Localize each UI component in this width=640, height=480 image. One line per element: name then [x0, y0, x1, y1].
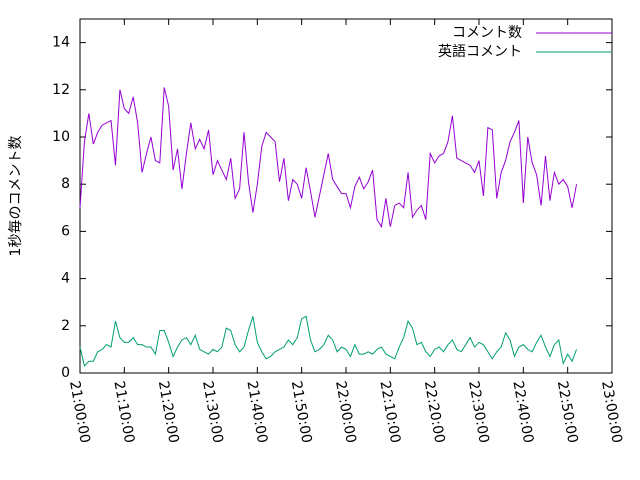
y-axis-label: 1秒毎のコメント数 — [8, 136, 24, 257]
x-tick-label: 22:30:00 — [465, 380, 492, 445]
y-tick-label: 0 — [61, 365, 70, 381]
x-tick-label: 21:20:00 — [155, 380, 182, 445]
legend-label: 英語コメント — [438, 43, 522, 60]
y-tick-label: 14 — [52, 35, 70, 51]
y-tick-label: 4 — [61, 271, 70, 287]
x-tick-label: 21:50:00 — [288, 380, 315, 445]
x-tick-label: 21:00:00 — [66, 380, 93, 445]
series-line — [79, 315, 578, 367]
x-tick-label: 22:40:00 — [509, 380, 536, 445]
y-tick-label: 6 — [61, 223, 70, 239]
x-tick-label: 21:10:00 — [110, 380, 137, 445]
x-tick-label: 21:40:00 — [243, 380, 270, 445]
x-tick-label: 22:10:00 — [376, 380, 403, 445]
legend-label: コメント数 — [452, 25, 522, 41]
series-line — [79, 87, 578, 229]
x-tick-label: 22:20:00 — [421, 380, 448, 445]
x-tick-label: 21:30:00 — [199, 380, 226, 445]
plot-border — [79, 18, 613, 374]
y-tick-label: 2 — [61, 318, 70, 334]
y-tick-label: 12 — [52, 82, 70, 98]
y-tick-label: 10 — [52, 129, 70, 145]
y-tick-label: 8 — [61, 176, 70, 192]
x-tick-label: 22:00:00 — [332, 380, 359, 445]
x-tick-label: 23:00:00 — [598, 380, 625, 445]
x-tick-label: 22:50:00 — [554, 380, 581, 445]
